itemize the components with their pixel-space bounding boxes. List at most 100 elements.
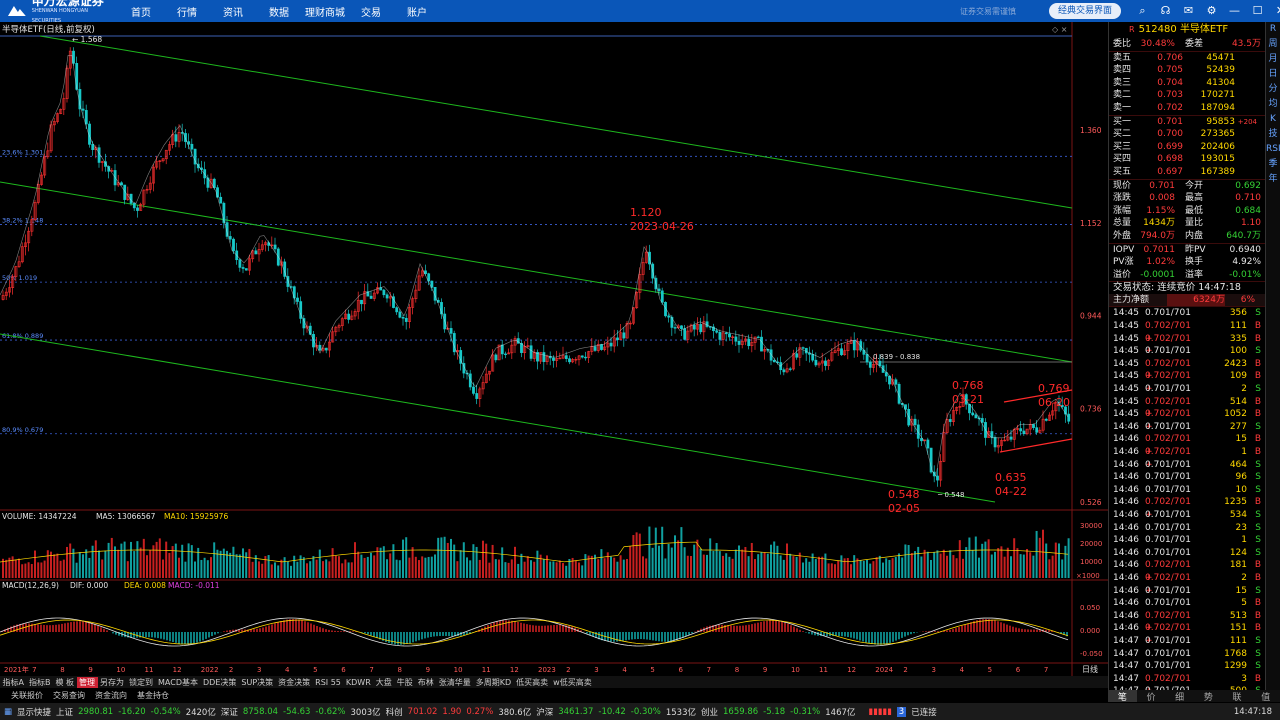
kline-chart-svg[interactable]: 半导体ETF(日线,前复权) ◇ × 1.360 1.152 0.944 0.736 0.5…	[0, 22, 1108, 676]
indicator-tab[interactable]: w低买高卖	[553, 677, 592, 687]
nav-item[interactable]: 资讯	[223, 7, 243, 19]
panel-tab[interactable]: 值	[1261, 693, 1271, 703]
side-tool-icon[interactable]: 季	[1268, 159, 1278, 169]
asks-row[interactable]: 卖二 0.703 170271	[1109, 89, 1265, 102]
settings-icon[interactable]: ⚙	[1206, 4, 1217, 17]
chart-option-icon[interactable]: ◇ ×	[1052, 25, 1067, 34]
panel-tab[interactable]: 联	[1232, 693, 1242, 703]
bottom-link[interactable]: 基金持仓	[137, 691, 169, 700]
bids-row[interactable]: 买五 0.697 167389	[1109, 166, 1265, 179]
indicator-tab[interactable]: 牛股	[396, 677, 413, 687]
maximize-icon[interactable]: ☐	[1252, 4, 1263, 17]
asks-row[interactable]: 卖一 0.702 187094	[1109, 102, 1265, 115]
indicator-tab[interactable]: 低买高卖	[516, 677, 549, 687]
tick-side: B	[1254, 623, 1261, 634]
side-tool-icon[interactable]: 均	[1268, 99, 1278, 109]
indicator-tab[interactable]: 锁定到	[129, 677, 154, 687]
indicator-tab[interactable]: 另存为	[100, 677, 125, 687]
side-tool-icon[interactable]: RSI	[1266, 144, 1280, 154]
panel-tab[interactable]: 细	[1175, 693, 1185, 703]
volume-bar	[219, 550, 222, 578]
volume-bar	[907, 545, 910, 578]
candle-body	[500, 344, 504, 355]
nav-item[interactable]: 理财商城	[305, 7, 345, 19]
chart-area[interactable]: 半导体ETF(日线,前复权) ◇ × 1.360 1.152 0.944 0.736 0.5…	[0, 22, 1108, 676]
asks-row[interactable]: 卖三 0.704 41304	[1109, 77, 1265, 90]
bottom-link[interactable]: 资金流向	[95, 691, 127, 700]
indicator-tab[interactable]: MACD基本	[158, 677, 199, 687]
index-name[interactable]: 科创	[385, 707, 403, 718]
candle-body	[926, 439, 930, 449]
tick-list[interactable]: 14:45 0.701/701 356 S 14:45 0.702/701 +111 B 14…	[1109, 306, 1265, 697]
volume-bar	[18, 558, 20, 578]
nav-item[interactable]: 交易	[361, 7, 381, 19]
classic-trading-button[interactable]: 经典交易界面	[1049, 3, 1121, 19]
side-tool-icon[interactable]: K	[1270, 114, 1276, 124]
indicator-tab[interactable]: 布林	[417, 677, 434, 687]
bids-row[interactable]: 买二 0.700 273365	[1109, 128, 1265, 141]
asks-row[interactable]: 卖四 0.705 52439	[1109, 64, 1265, 77]
headset-icon[interactable]: ☊	[1160, 4, 1171, 17]
show-quick-label[interactable]: 显示快捷	[17, 707, 52, 718]
candle-body	[798, 347, 802, 358]
quick-menu-icon[interactable]: ▦	[4, 706, 13, 717]
side-tool-icon[interactable]: 日	[1268, 69, 1278, 79]
indicator-tab[interactable]: KDWR	[345, 677, 371, 687]
side-tool-icon[interactable]: 年	[1268, 174, 1278, 184]
indicator-tab[interactable]: 模 板	[55, 677, 75, 687]
tick-side: B	[1254, 560, 1261, 571]
panel-tab[interactable]: 价	[1146, 693, 1156, 703]
candle-body	[478, 388, 482, 399]
tick-price: 0.702/701 +	[1145, 623, 1191, 646]
panel-tab[interactable]: 势	[1203, 693, 1213, 703]
indicator-tab[interactable]: 张清华量	[438, 677, 471, 687]
bottom-link[interactable]: 交易查询	[53, 691, 85, 700]
candle-body	[510, 344, 514, 354]
indicator-tab[interactable]: SUP决策	[241, 677, 274, 687]
index-name[interactable]: 上证	[56, 707, 74, 718]
index-name[interactable]: 创业	[701, 707, 719, 718]
minimize-icon[interactable]: —	[1229, 4, 1240, 17]
search-icon[interactable]: ⌕	[1139, 4, 1146, 17]
indicator-tab[interactable]: 多周期KD	[475, 677, 512, 687]
close-icon[interactable]: ✕	[1269, 0, 1280, 22]
side-tool-icon[interactable]: 分	[1268, 84, 1278, 94]
side-tool-icon[interactable]: 月	[1268, 54, 1278, 64]
indicator-tab[interactable]: 指标B	[28, 677, 51, 687]
panel-tab[interactable]: 笔	[1108, 690, 1137, 703]
nav-item[interactable]: 数据	[269, 7, 289, 19]
nav-item[interactable]: 行情	[177, 7, 197, 19]
asks-label: 卖一	[1113, 102, 1132, 113]
indicator-tab[interactable]: DDE决策	[203, 677, 237, 687]
indicator-tab[interactable]: 指标A	[2, 677, 24, 687]
tick-volume: 2	[1241, 572, 1247, 583]
candle-body	[427, 273, 431, 282]
index-name[interactable]: 深证	[220, 707, 238, 718]
indicator-tab[interactable]: 资金决策	[278, 677, 311, 687]
indicator-tab[interactable]: 管理	[76, 676, 98, 688]
asks-row[interactable]: 卖五 0.706 45471	[1109, 52, 1265, 65]
volume-bar	[997, 548, 1000, 578]
mail-icon[interactable]: ✉	[1183, 4, 1194, 17]
bids-row[interactable]: 买三 0.699 202406	[1109, 141, 1265, 154]
side-tool-icon[interactable]: 周	[1268, 39, 1278, 49]
nav-item[interactable]: 账户	[407, 7, 427, 19]
volume-bar	[507, 562, 510, 578]
annotation-date: 02-05	[888, 502, 920, 515]
x-tick-label: 11	[482, 666, 491, 674]
bottom-link[interactable]: 关联报价	[11, 691, 43, 700]
side-tool-icon[interactable]: 技	[1268, 129, 1278, 139]
volume-bar	[168, 552, 171, 578]
bids-row[interactable]: 买一 0.701 95853 +204	[1109, 116, 1265, 129]
asks-volume: 45471	[1206, 52, 1235, 63]
indicator-tab[interactable]: RSI 55	[315, 677, 341, 687]
volume-bar	[594, 554, 596, 578]
index-name[interactable]: 沪深	[536, 707, 554, 718]
volume-bar	[453, 544, 456, 578]
tick-volume: 96	[1235, 472, 1247, 483]
bids-row[interactable]: 买四 0.698 193015	[1109, 153, 1265, 166]
side-tool-icon[interactable]: R	[1269, 24, 1277, 34]
nav-item[interactable]: 首页	[131, 7, 151, 19]
volume-bar	[1019, 554, 1022, 578]
indicator-tab[interactable]: 大盘	[375, 677, 392, 687]
